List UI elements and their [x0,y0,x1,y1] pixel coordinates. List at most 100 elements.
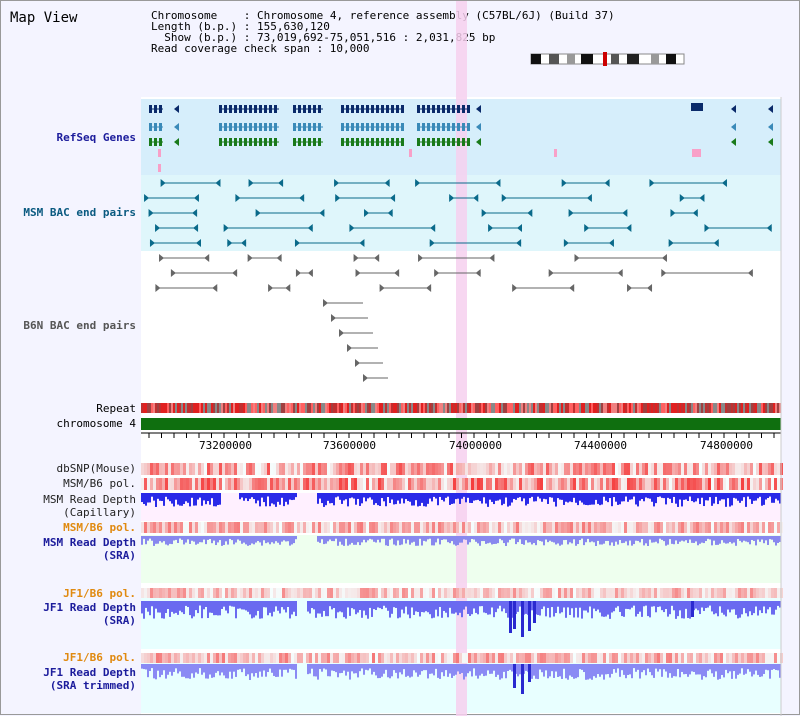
msm-bac-pair-end [517,224,523,232]
gene-marker [692,149,701,157]
track-label-repeat[interactable]: Repeat [96,402,136,415]
read-depth-bar [681,664,683,672]
msm-bac-pair-end [384,179,390,187]
polymorphism-cell [441,463,444,475]
polymorphism-cell [234,463,237,475]
read-depth-bar [411,493,413,506]
polymorphism-cell [657,463,660,475]
polymorphism-cell [195,522,198,533]
polymorphism-cell [288,478,291,490]
repeat-segment [721,403,723,413]
polymorphism-cell [747,522,750,533]
gene-exon [381,138,384,146]
b6n-bac-pair-end [647,284,653,292]
polymorphism-cell [723,653,726,663]
read-depth-bar [727,601,729,610]
repeat-segment [223,403,225,413]
polymorphism-cell [369,653,372,663]
read-depth-bar [545,493,547,500]
polymorphism-cell [318,588,321,598]
read-depth-bar [425,601,427,612]
track-label-chromosome[interactable]: chromosome 4 [56,417,136,430]
read-depth-bar [279,664,281,670]
repeat-segment [733,403,735,413]
polymorphism-cell [447,463,450,475]
read-depth-bar [343,536,345,546]
read-depth-bar [235,601,237,619]
read-depth-bar [161,664,163,675]
track-label-jf1-b6-pol-2[interactable]: JF1/B6 pol. [63,651,136,664]
msm-bac-pair-end [193,194,199,202]
track-label-refseq[interactable]: RefSeq Genes [56,131,136,144]
track-label-msm-b6-pol-2[interactable]: MSM/B6 pol. [63,521,136,534]
gene-exon [432,123,435,131]
polymorphism-cell [204,478,207,490]
track-label-msm-depth-capillary[interactable]: MSM Read Depth [43,493,136,506]
track-label-dbsnp[interactable]: dbSNP(Mouse) [56,462,136,475]
gene-exon [303,123,306,131]
repeat-segment [605,403,607,413]
polymorphism-cell [729,653,732,663]
read-depth-bar [749,664,751,672]
repeat-segment [379,403,381,413]
polymorphism-cell [720,522,723,533]
track-label-b6n-bac[interactable]: B6N BAC end pairs [23,319,136,332]
read-depth-bar [449,664,451,674]
polymorphism-cell [555,478,558,490]
read-depth-bar [713,493,715,504]
polymorphism-cell [318,478,321,490]
polymorphism-cell [273,478,276,490]
polymorphism-cell [447,588,450,598]
polymorphism-cell [516,463,519,475]
gene-exon [346,138,349,146]
track-label-msm-b6-pol-1[interactable]: MSM/B6 pol. [63,477,136,490]
track-label-jf1-depth-trimmed[interactable]: JF1 Read Depth [43,666,136,679]
read-depth-bar [631,664,633,679]
read-depth-bar [369,536,371,539]
gene-exon [159,105,162,113]
b6n-bac-pair-end [307,269,313,277]
polymorphism-cell [405,463,408,475]
polymorphism-cell [588,522,591,533]
read-depth-bar [451,493,453,504]
polymorphism-cell [402,588,405,598]
polymorphism-cell [648,522,651,533]
read-depth-bar [683,664,685,675]
polymorphism-cell [645,522,648,533]
msm-bac-pair-end [699,194,705,202]
polymorphism-cell [342,653,345,663]
polymorphism-cell [318,653,321,663]
read-depth-bar [489,601,491,615]
track-label-msm-depth-sra[interactable]: MSM Read Depth [43,536,136,549]
read-depth-bar [473,664,475,669]
read-depth-bar [755,536,757,546]
repeat-segment [741,403,743,413]
read-depth-bar [591,493,593,505]
repeat-segment [637,403,639,413]
repeat-segment [365,403,367,413]
gene-exon [376,105,379,113]
polymorphism-cell [153,522,156,533]
repeat-segment [621,403,623,413]
read-depth-bar [397,493,399,501]
track-label-jf1-b6-pol-1[interactable]: JF1/B6 pol. [63,587,136,600]
read-depth-bar [265,664,267,677]
repeat-segment [581,403,583,413]
polymorphism-cell [333,588,336,598]
read-depth-bar [711,493,713,506]
repeat-segment [615,403,617,413]
polymorphism-cell [747,653,750,663]
repeat-segment [165,403,167,413]
repeat-segment [443,403,445,413]
repeat-segment [641,403,643,413]
polymorphism-cell [195,463,198,475]
track-label-msm-bac[interactable]: MSM BAC end pairs [23,206,136,219]
polymorphism-cell [171,478,174,490]
track-label-jf1-depth-sra[interactable]: JF1 Read Depth [43,601,136,614]
repeat-segment [645,403,647,413]
polymorphism-cell [342,522,345,533]
read-depth-bar [195,601,197,611]
polymorphism-cell [441,653,444,663]
polymorphism-cell [363,653,366,663]
